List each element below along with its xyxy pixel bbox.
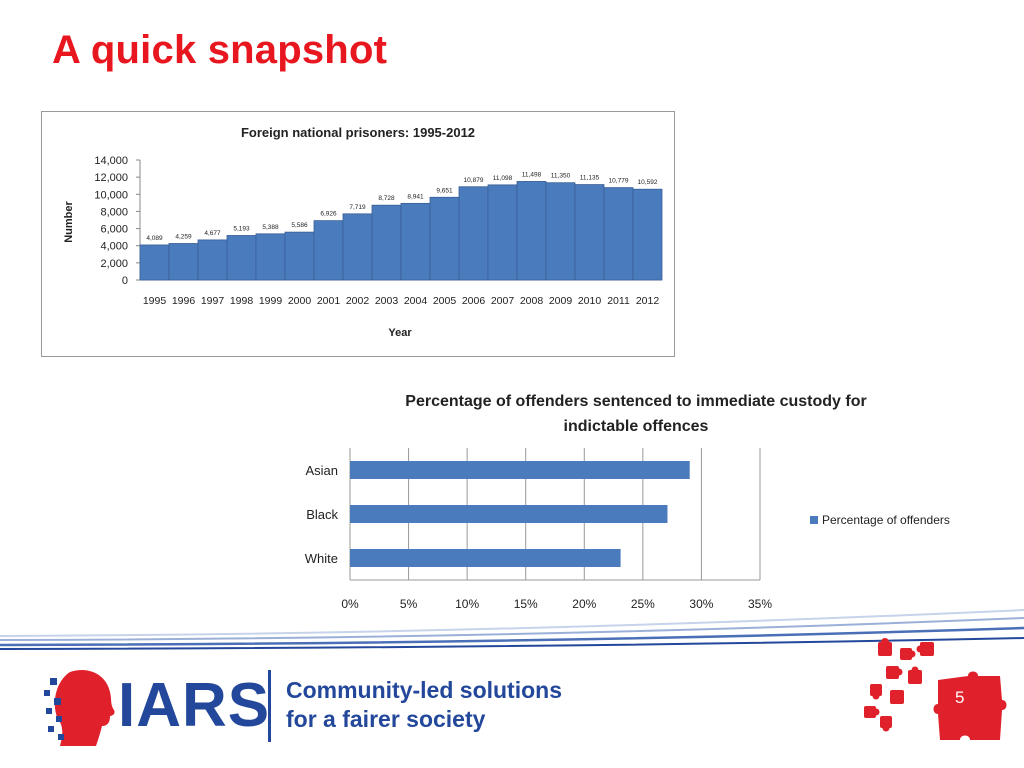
bar-1995 <box>139 244 170 281</box>
tagline-line-1: Community-led solutions <box>286 677 562 703</box>
bar-2000 <box>284 231 315 281</box>
bar-2011 <box>603 187 634 281</box>
x-tick-label: 2001 <box>317 295 341 307</box>
x-tick-label: 15% <box>514 597 538 610</box>
x-tick-label: 2006 <box>462 295 486 307</box>
bar-2005 <box>429 196 460 281</box>
x-tick-label: 2008 <box>520 295 544 307</box>
logo-wordmark: IARS <box>118 671 271 740</box>
page-number: 5 <box>955 688 965 707</box>
iars-logo: IARS Community-led solutions for a faire… <box>40 664 600 748</box>
y-tick-label: 14,000 <box>94 155 128 167</box>
y-category-label: White <box>305 551 338 566</box>
y-category-label: Black <box>306 507 338 522</box>
logo-tagline: Community-led solutions for a fairer soc… <box>286 676 562 734</box>
x-tick-label: 5% <box>400 597 418 610</box>
foreign-prisoners-chart: Foreign national prisoners: 1995-2012 0 2,… <box>41 111 675 357</box>
custody-percentage-chart: Percentage of offenders sentenced to imm… <box>290 380 990 610</box>
data-label: 11,350 <box>551 173 571 180</box>
logo-divider <box>268 670 271 742</box>
y-tick-label: 8,000 <box>100 206 128 218</box>
bar-2007 <box>487 184 518 281</box>
chart-title: Foreign national prisoners: 1995-2012 <box>241 125 475 140</box>
x-tick-label: 1997 <box>201 295 225 307</box>
legend-label: Percentage of offenders <box>822 513 950 527</box>
x-tick-label: 25% <box>631 597 655 610</box>
y-axis-title: Number <box>63 201 75 243</box>
data-label: 11,098 <box>493 175 513 182</box>
x-tick-label: 2010 <box>578 295 602 307</box>
legend-swatch <box>810 516 818 524</box>
data-label: 8,728 <box>378 195 395 202</box>
bar-2009 <box>545 182 576 281</box>
x-tick-label: 30% <box>689 597 713 610</box>
x-tick-label: 2007 <box>491 295 515 307</box>
data-label: 10,592 <box>638 179 658 186</box>
data-label: 11,498 <box>522 171 542 178</box>
x-tick-label: 20% <box>572 597 596 610</box>
x-tick-label: 2005 <box>433 295 457 307</box>
slide-title: A quick snapshot <box>52 28 388 72</box>
data-label: 4,677 <box>204 230 221 237</box>
bar-1997 <box>197 239 228 281</box>
x-tick-label: 2003 <box>375 295 399 307</box>
x-tick-label: 1999 <box>259 295 283 307</box>
x-tick-label: 1995 <box>143 295 167 307</box>
data-label: 10,879 <box>464 177 484 184</box>
bar-2006 <box>458 186 489 281</box>
chart-title-line-2: indictable offences <box>564 418 709 435</box>
y-tick-label: 0 <box>122 275 128 287</box>
x-tick-label: 1996 <box>172 295 196 307</box>
data-label: 11,135 <box>580 175 600 182</box>
x-tick-label: 0% <box>341 597 359 610</box>
x-tick-label: 10% <box>455 597 479 610</box>
y-tick-label: 4,000 <box>100 241 128 253</box>
bar-2012 <box>632 188 663 281</box>
x-tick-label: 2002 <box>346 295 370 307</box>
chart-title-line-1: Percentage of offenders sentenced to imm… <box>405 393 866 410</box>
bar-2004 <box>400 202 431 281</box>
x-tick-label: 2012 <box>636 295 660 307</box>
puzzle-pieces-icon <box>864 638 1007 740</box>
y-category-label: Asian <box>305 463 338 478</box>
data-label: 9,651 <box>436 187 453 194</box>
x-tick-label: 2000 <box>288 295 312 307</box>
x-tick-label: 2004 <box>404 295 428 307</box>
data-label: 4,259 <box>175 233 192 240</box>
bar-1996 <box>168 243 199 281</box>
data-label: 5,586 <box>291 222 308 229</box>
data-label: 5,193 <box>233 225 250 232</box>
x-axis-title: Year <box>388 327 412 339</box>
bar-2008 <box>516 181 547 281</box>
data-label: 10,779 <box>609 178 629 185</box>
head-silhouette-icon <box>44 670 115 746</box>
bar-1998 <box>226 235 257 281</box>
data-label: 7,719 <box>349 204 366 211</box>
x-tick-label: 35% <box>748 597 772 610</box>
y-tick-label: 6,000 <box>100 224 128 236</box>
data-label: 6,926 <box>320 211 337 218</box>
bar-2001 <box>313 220 344 281</box>
bar-1999 <box>255 233 286 281</box>
y-tick-label: 2,000 <box>100 258 128 270</box>
custody-percentage-chart-svg: Percentage of offenders sentenced to imm… <box>305 393 950 610</box>
bar-2003 <box>371 204 402 281</box>
y-tick-label: 10,000 <box>94 189 128 201</box>
y-tick-label: 12,000 <box>94 172 128 184</box>
foreign-prisoners-chart-svg: Foreign national prisoners: 1995-2012 0 2,… <box>63 125 663 339</box>
data-label: 8,941 <box>407 193 424 200</box>
bar-asian <box>350 461 690 479</box>
bar-2002 <box>342 213 373 281</box>
bar-black <box>350 505 668 523</box>
x-tick-label: 2009 <box>549 295 573 307</box>
x-tick-label: 2011 <box>607 295 630 307</box>
bar-white <box>350 549 621 567</box>
data-label: 4,089 <box>146 235 163 242</box>
data-label: 5,388 <box>262 224 279 231</box>
bar-2010 <box>574 184 605 281</box>
tagline-line-2: for a fairer society <box>286 706 486 732</box>
x-tick-label: 1998 <box>230 295 254 307</box>
